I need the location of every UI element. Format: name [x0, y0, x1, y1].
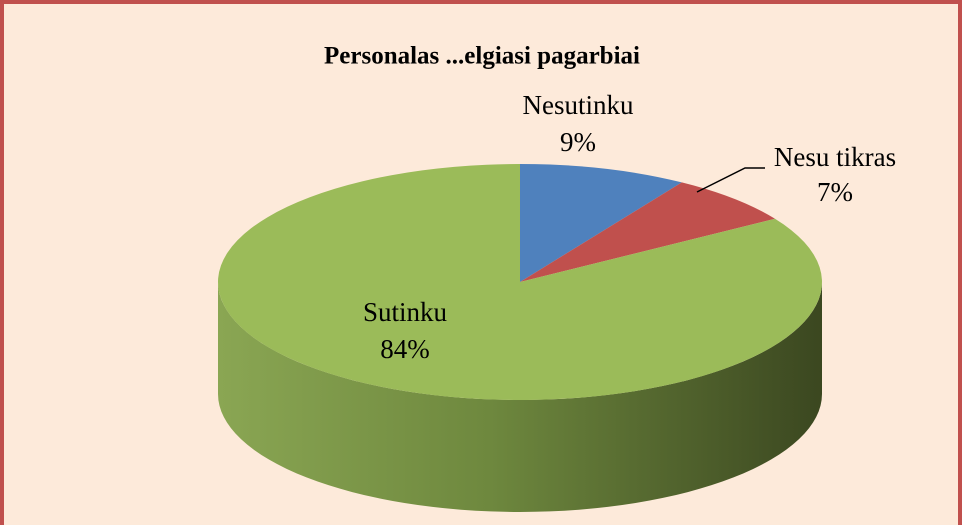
pie-slice [520, 182, 775, 282]
category-label: Sutinku [363, 297, 448, 327]
pie-slice [520, 164, 682, 282]
value-label: 9% [560, 127, 596, 157]
pie-slice [218, 164, 823, 401]
chart-title: Personalas ...elgiasi pagarbiai [324, 43, 640, 70]
value-label: 84% [380, 334, 430, 364]
category-label: Nesu tikras [774, 142, 896, 172]
category-label: Nesutinku [523, 90, 634, 120]
pie-side [218, 282, 822, 512]
leader-line [696, 167, 765, 193]
value-label: 7% [817, 177, 853, 207]
